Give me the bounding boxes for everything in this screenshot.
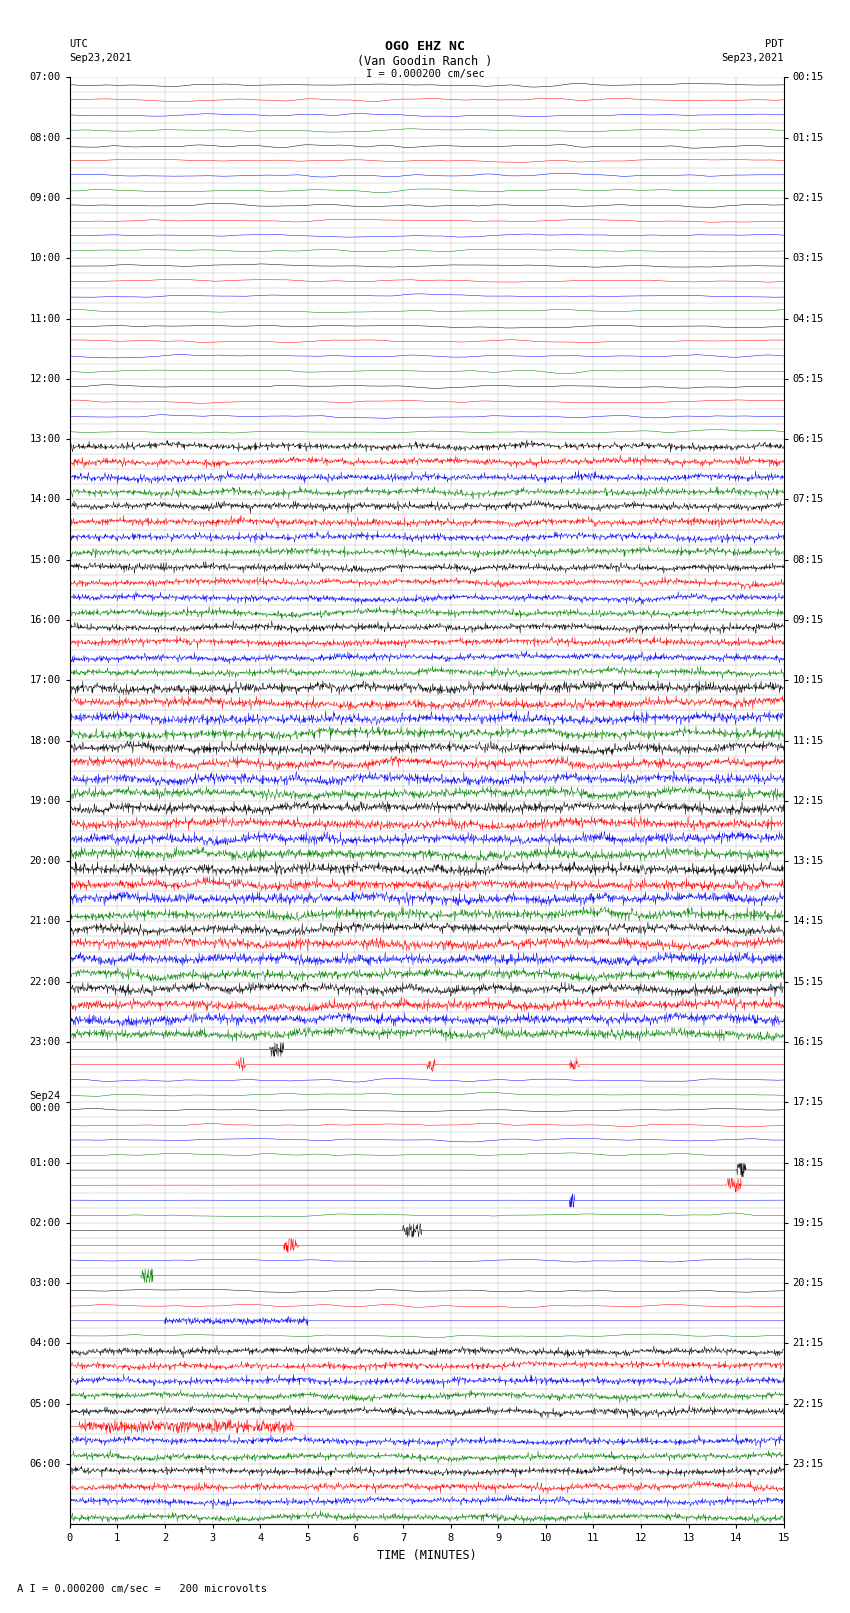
Text: (Van Goodin Ranch ): (Van Goodin Ranch ) bbox=[357, 55, 493, 68]
Text: OGO EHZ NC: OGO EHZ NC bbox=[385, 40, 465, 53]
Text: PDT: PDT bbox=[765, 39, 784, 48]
Text: Sep23,2021: Sep23,2021 bbox=[721, 53, 784, 63]
X-axis label: TIME (MINUTES): TIME (MINUTES) bbox=[377, 1548, 477, 1561]
Text: I = 0.000200 cm/sec: I = 0.000200 cm/sec bbox=[366, 69, 484, 79]
Text: UTC: UTC bbox=[70, 39, 88, 48]
Text: Sep23,2021: Sep23,2021 bbox=[70, 53, 133, 63]
Text: A I = 0.000200 cm/sec =   200 microvolts: A I = 0.000200 cm/sec = 200 microvolts bbox=[17, 1584, 267, 1594]
